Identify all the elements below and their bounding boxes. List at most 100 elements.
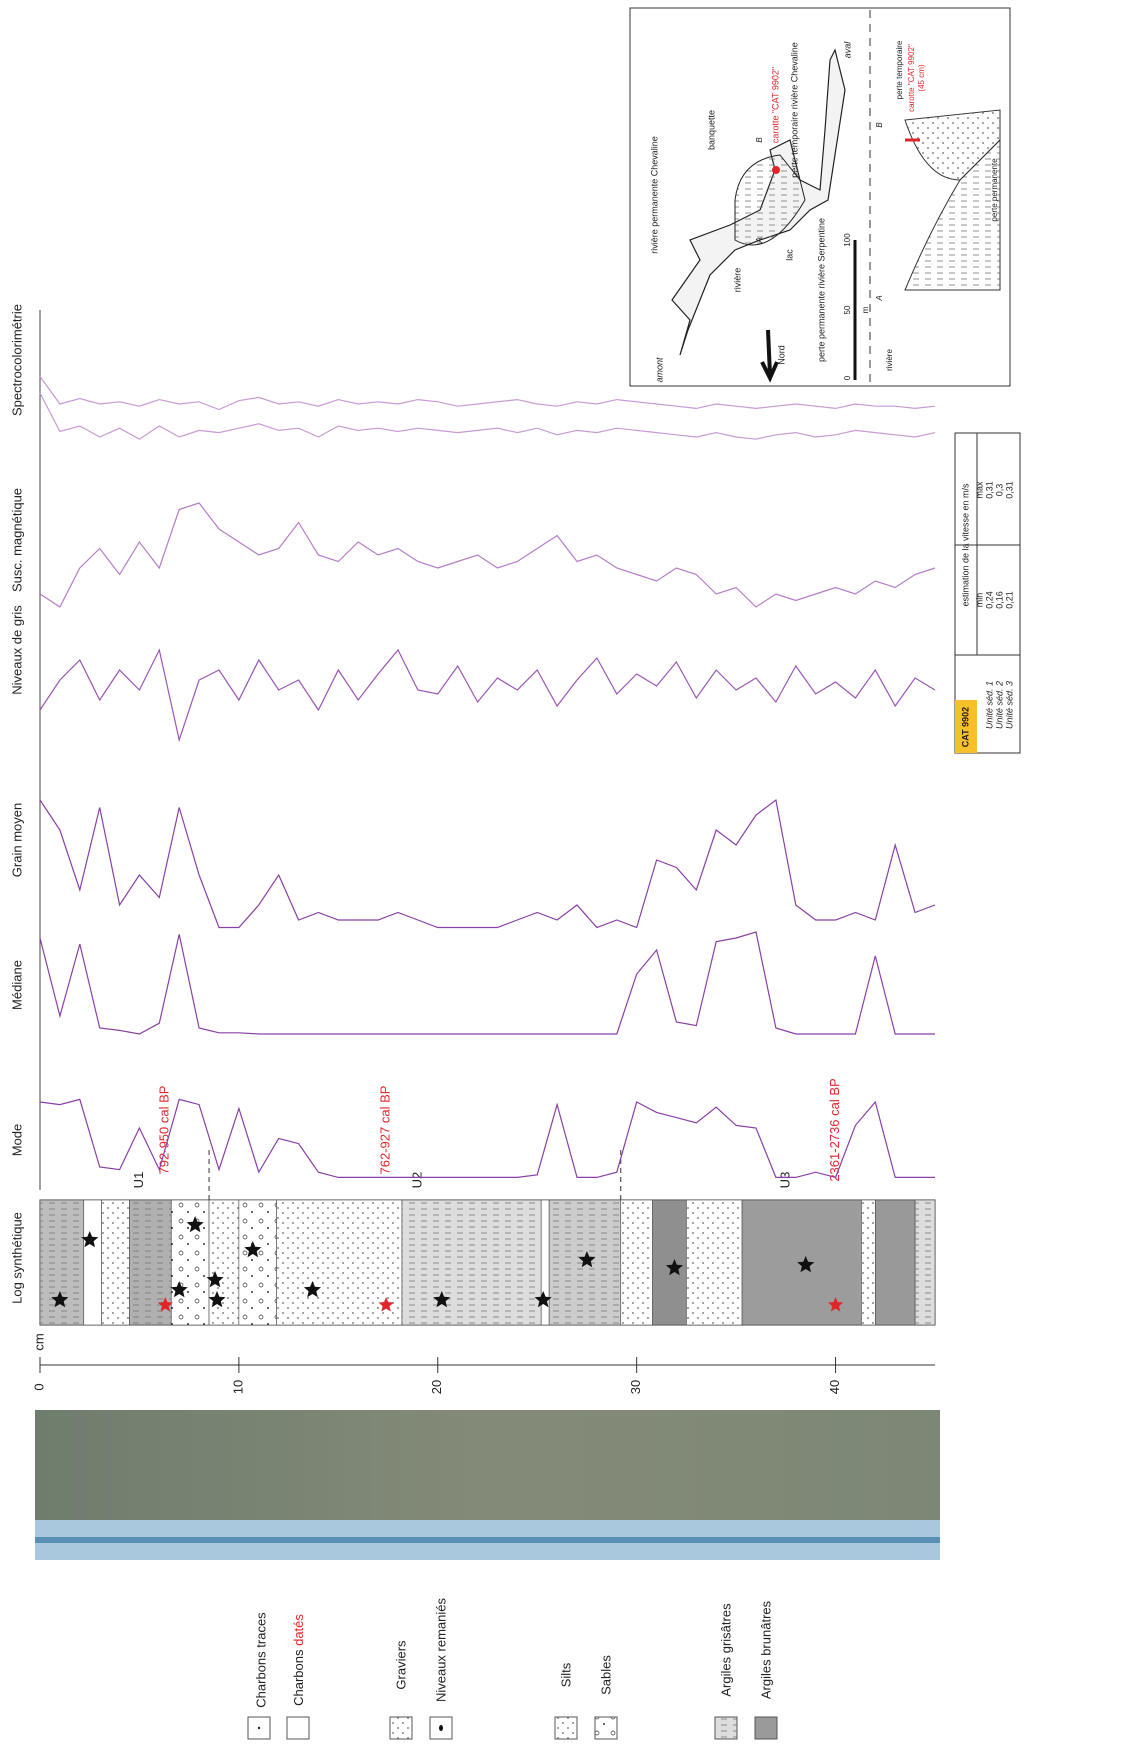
table-core-cell bbox=[955, 700, 977, 753]
lake bbox=[734, 154, 806, 246]
unit-label: U3 bbox=[777, 1172, 792, 1189]
track-line bbox=[39, 392, 936, 440]
legend-swatch bbox=[754, 1716, 778, 1740]
charcoal-star bbox=[797, 1256, 815, 1273]
track-line bbox=[39, 376, 936, 411]
section-label: (45 cm) bbox=[917, 64, 926, 91]
velocity-table: CAT 9902 estimation de la vitesse en m/s… bbox=[954, 432, 1021, 754]
map-label: banquette bbox=[706, 110, 716, 150]
table-cell: 0,3 bbox=[994, 484, 1004, 497]
legend-text: Charbons bbox=[291, 1649, 306, 1706]
legend-label: Sables bbox=[598, 1655, 613, 1695]
log-column bbox=[39, 1150, 936, 1326]
date-label: 2361-2736 cal BP bbox=[827, 1078, 842, 1181]
log-bed-pattern bbox=[915, 1200, 935, 1325]
legend-text-red: datés bbox=[291, 1614, 306, 1646]
legend-label: Argiles brunâtres bbox=[758, 1600, 773, 1699]
log-bed-pattern bbox=[101, 1200, 130, 1325]
log-bed-pattern bbox=[209, 1200, 239, 1325]
log-bed-pattern bbox=[40, 1200, 84, 1325]
table-frame bbox=[954, 432, 1021, 754]
map-label: aval bbox=[842, 41, 852, 59]
charcoal-star bbox=[206, 1271, 224, 1288]
scale-label: 100 bbox=[843, 233, 852, 247]
table-cell: Unité séd. 2 bbox=[994, 681, 1004, 729]
track-line bbox=[39, 648, 936, 743]
table-cell: 0,31 bbox=[1004, 481, 1014, 499]
legend-swatch-pattern bbox=[715, 1717, 737, 1739]
table-cell: Unité séd. 1 bbox=[984, 681, 994, 729]
legend-swatch bbox=[389, 1716, 413, 1740]
legend-dot bbox=[257, 1726, 261, 1730]
legend-label: Graviers bbox=[393, 1640, 408, 1690]
core-photo bbox=[35, 1410, 940, 1520]
date-label: 762-927 cal BP bbox=[378, 1086, 393, 1175]
track-label: Mode bbox=[9, 1124, 24, 1157]
legend-swatch bbox=[286, 1716, 310, 1740]
unit-label: U2 bbox=[409, 1172, 424, 1189]
charcoal-star bbox=[208, 1291, 226, 1308]
track-label: Spectrocolorimétrie bbox=[9, 304, 24, 416]
section-label: rivière bbox=[885, 349, 894, 371]
map-label: amont bbox=[654, 357, 664, 383]
core-location bbox=[772, 166, 780, 174]
depth-tick-label: 10 bbox=[230, 1380, 245, 1394]
charcoal-star bbox=[170, 1281, 188, 1298]
table-header: estimation de la vitesse en m/s bbox=[960, 483, 970, 607]
track-line bbox=[39, 502, 936, 608]
map-label: carotte "CAT 9902" bbox=[770, 67, 780, 143]
depth-tick-label: 30 bbox=[628, 1380, 643, 1394]
table-core: CAT 9902 bbox=[960, 707, 970, 747]
section-sediment bbox=[904, 109, 1001, 181]
charcoal-star bbox=[665, 1259, 683, 1276]
log-bed-pattern bbox=[686, 1200, 743, 1325]
legend-label: Niveaux remaniés bbox=[433, 1597, 448, 1702]
charcoal-star bbox=[51, 1291, 69, 1308]
track-label: Médiane bbox=[9, 960, 24, 1010]
table-col: max bbox=[974, 481, 984, 499]
log-bed bbox=[652, 1199, 687, 1326]
date-label: 792-950 cal BP bbox=[157, 1086, 172, 1175]
charcoal-star bbox=[433, 1291, 451, 1308]
legend: Charbons traces Charbons datés Graviers … bbox=[247, 1597, 778, 1740]
depth-unit: cm bbox=[31, 1333, 46, 1350]
log-bed-pattern bbox=[171, 1200, 210, 1325]
depth-tick-label: 20 bbox=[429, 1380, 444, 1394]
section-label: B bbox=[875, 122, 884, 128]
map-label: B bbox=[755, 137, 764, 143]
log-bed-pattern bbox=[401, 1200, 542, 1325]
table-cell: 0,24 bbox=[984, 591, 994, 609]
map-label: perte temporaire rivière Chevaline bbox=[789, 42, 799, 178]
scale-unit: m bbox=[861, 306, 870, 313]
section-label: carotte "CAT 9902" bbox=[907, 44, 916, 112]
section-label: perte permanente bbox=[990, 158, 999, 222]
cave-outline bbox=[671, 48, 846, 356]
charcoal-star bbox=[303, 1281, 321, 1298]
map-label: rivière permanente Chevaline bbox=[649, 136, 659, 254]
map-label: rivière bbox=[732, 268, 742, 293]
charcoal-star bbox=[81, 1231, 99, 1248]
legend-swatch bbox=[594, 1716, 618, 1740]
track-line bbox=[39, 931, 935, 1035]
depth-tick-label: 0 bbox=[31, 1383, 46, 1390]
section-label: perte temporaire bbox=[895, 40, 904, 99]
unit-label: U1 bbox=[131, 1172, 146, 1189]
table-cell: 0,16 bbox=[994, 591, 1004, 609]
map-label: perte permanente rivière Serpentine bbox=[816, 218, 826, 362]
charcoal-star bbox=[244, 1241, 262, 1258]
legend-label: Silts bbox=[558, 1662, 573, 1687]
track-label: Susc. magnétique bbox=[9, 488, 24, 592]
legend-swatch bbox=[554, 1716, 578, 1740]
track-label: Grain moyen bbox=[9, 803, 24, 877]
log-bed-pattern bbox=[861, 1200, 876, 1325]
north-arrow bbox=[760, 329, 779, 383]
charcoal-star bbox=[534, 1291, 552, 1308]
charcoal-star bbox=[186, 1216, 204, 1233]
charcoal-star bbox=[378, 1297, 394, 1312]
map-label: A bbox=[755, 237, 764, 243]
table-cell: Unité séd. 3 bbox=[1004, 681, 1014, 729]
log-label: Log synthétique bbox=[9, 1212, 24, 1304]
log-bed bbox=[875, 1199, 916, 1326]
log-bed bbox=[83, 1199, 102, 1326]
